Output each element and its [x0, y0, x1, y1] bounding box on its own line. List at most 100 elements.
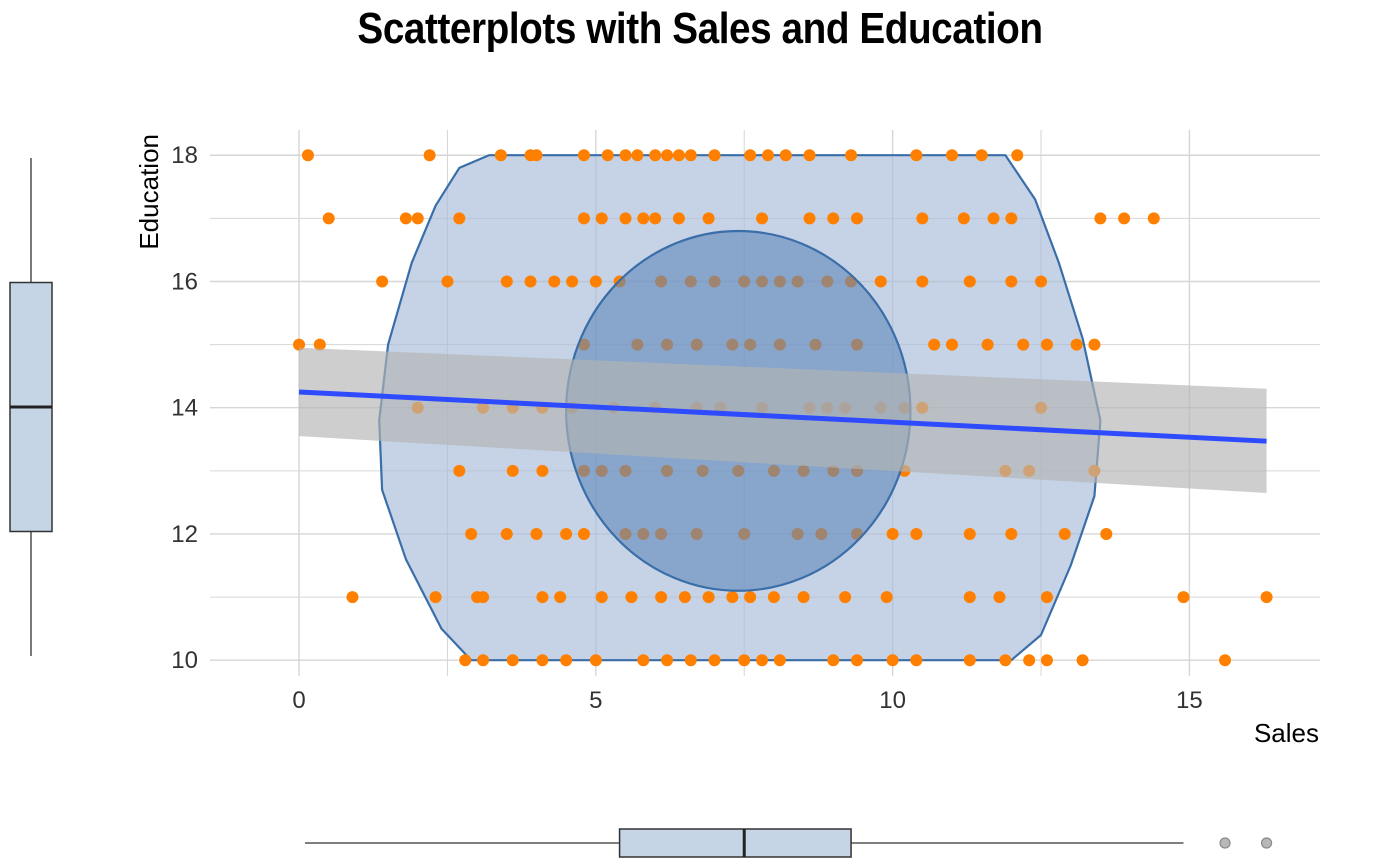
data-point: [530, 149, 543, 162]
data-point: [536, 591, 549, 604]
data-point: [945, 338, 958, 351]
data-point: [655, 591, 668, 604]
data-point: [803, 149, 816, 162]
data-point: [453, 464, 466, 477]
data-point: [684, 149, 697, 162]
data-point: [779, 149, 792, 162]
data-point: [577, 212, 590, 225]
data-point: [1035, 275, 1048, 288]
data-point: [441, 275, 454, 288]
data-point: [1177, 591, 1190, 604]
data-point: [738, 654, 751, 667]
data-point: [589, 654, 602, 667]
data-point: [880, 591, 893, 604]
data-point: [773, 654, 786, 667]
data-point: [945, 149, 958, 162]
data-point: [649, 149, 662, 162]
y-tick-label: 16: [171, 268, 198, 295]
x-axis-title: Sales: [1254, 718, 1319, 748]
data-point: [589, 275, 602, 288]
data-point: [1017, 338, 1030, 351]
data-point: [566, 275, 579, 288]
data-point: [548, 275, 561, 288]
x-tick-label: 15: [1176, 687, 1203, 714]
data-point: [577, 527, 590, 540]
data-point: [910, 654, 923, 667]
confidence-band-layer: [299, 347, 1267, 493]
data-point: [661, 654, 674, 667]
data-point: [477, 654, 490, 667]
data-point: [839, 591, 852, 604]
data-point: [631, 149, 644, 162]
data-point: [625, 591, 638, 604]
data-point: [661, 149, 674, 162]
data-point: [744, 149, 757, 162]
y-tick-label: 18: [171, 142, 198, 169]
data-point: [477, 591, 490, 604]
data-point: [999, 654, 1012, 667]
data-point: [1005, 527, 1018, 540]
data-point: [411, 212, 424, 225]
x-marginal-boxplot: [304, 828, 1273, 858]
data-point: [987, 212, 1000, 225]
data-point: [803, 212, 816, 225]
confidence-band: [299, 347, 1267, 493]
data-point: [916, 275, 929, 288]
data-point: [1040, 654, 1053, 667]
y-tick-label: 14: [171, 395, 198, 422]
data-point: [797, 591, 810, 604]
y-tick-label: 12: [171, 521, 198, 548]
data-point: [672, 212, 685, 225]
data-point: [851, 654, 864, 667]
data-point: [910, 149, 923, 162]
data-point: [536, 654, 549, 667]
chart-title: Scatterplots with Sales and Education: [357, 4, 1043, 53]
data-point: [459, 654, 472, 667]
data-point: [993, 591, 1006, 604]
data-point: [577, 149, 590, 162]
data-point: [845, 149, 858, 162]
data-point: [595, 591, 608, 604]
data-point: [530, 527, 543, 540]
data-point: [536, 464, 549, 477]
data-point: [560, 654, 573, 667]
data-point: [1147, 212, 1160, 225]
data-point: [1005, 275, 1018, 288]
regression-line: [298, 389, 1267, 444]
data-point: [963, 527, 976, 540]
data-point: [1058, 527, 1071, 540]
data-point: [702, 212, 715, 225]
data-point: [313, 338, 326, 351]
data-point: [963, 591, 976, 604]
data-point: [851, 212, 864, 225]
data-point: [916, 212, 929, 225]
x-boxplot-outlier: [1260, 837, 1273, 849]
data-point: [708, 654, 721, 667]
data-point: [1219, 654, 1232, 667]
data-point: [619, 149, 632, 162]
data-point: [678, 591, 691, 604]
data-point: [963, 654, 976, 667]
data-point: [928, 338, 941, 351]
data-point: [1260, 591, 1273, 604]
data-point: [601, 149, 614, 162]
data-point: [981, 338, 994, 351]
data-point: [957, 212, 970, 225]
data-point: [376, 275, 389, 288]
data-point: [1011, 149, 1024, 162]
data-point: [963, 275, 976, 288]
data-point: [322, 212, 335, 225]
data-point: [619, 212, 632, 225]
y-axis-title: Education: [134, 134, 164, 250]
y-marginal-boxplot: [9, 158, 53, 656]
data-point: [756, 654, 769, 667]
data-point: [1076, 654, 1089, 667]
data-point: [524, 275, 537, 288]
x-boxplot-outlier: [1219, 837, 1231, 849]
data-point: [1023, 654, 1036, 667]
data-point: [637, 212, 650, 225]
data-point: [1040, 591, 1053, 604]
data-point: [506, 654, 519, 667]
data-point: [1005, 212, 1018, 225]
data-point: [649, 212, 662, 225]
